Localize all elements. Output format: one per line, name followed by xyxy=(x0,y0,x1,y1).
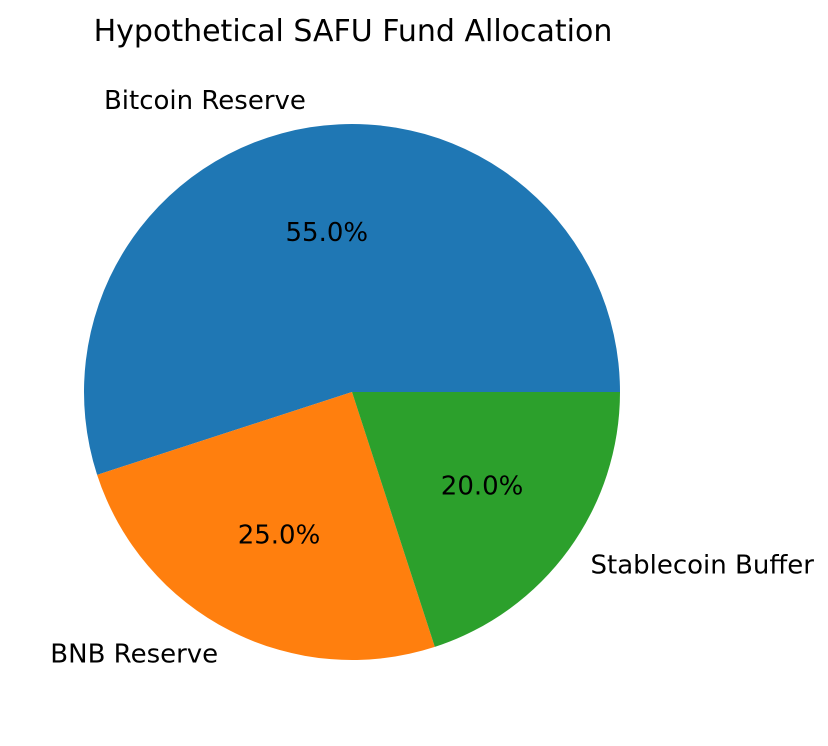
pct-label-bitcoin-reserve: 55.0% xyxy=(285,218,368,248)
slice-label-bnb-reserve: BNB Reserve xyxy=(50,640,218,670)
pct-label-bnb-reserve: 25.0% xyxy=(238,520,321,550)
pie-slice-stablecoin-buffer xyxy=(352,392,620,647)
slice-label-bitcoin-reserve: Bitcoin Reserve xyxy=(104,86,306,116)
slice-label-stablecoin-buffer: Stablecoin Buffer xyxy=(591,550,815,580)
pie-slice-bnb-reserve xyxy=(97,392,435,660)
chart-title: Hypothetical SAFU Fund Allocation xyxy=(94,14,613,49)
pie-slice-bitcoin-reserve xyxy=(83,123,620,475)
pie-chart: 55.0% Bitcoin Reserve 25.0% BNB Reserve 20.0… xyxy=(50,86,814,670)
pct-label-stablecoin-buffer: 20.0% xyxy=(441,472,524,502)
